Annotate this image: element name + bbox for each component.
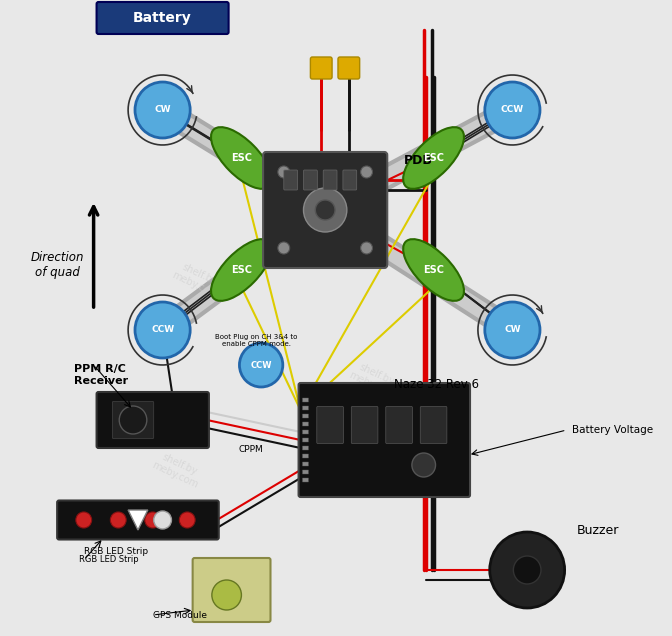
- FancyBboxPatch shape: [57, 501, 219, 539]
- Text: CPPM: CPPM: [239, 445, 263, 455]
- Circle shape: [315, 200, 335, 220]
- Text: RGB LED Strip: RGB LED Strip: [84, 548, 148, 556]
- FancyBboxPatch shape: [302, 438, 308, 442]
- Text: ESC: ESC: [423, 153, 444, 163]
- Circle shape: [304, 188, 347, 232]
- FancyBboxPatch shape: [112, 401, 154, 438]
- Circle shape: [179, 512, 195, 528]
- FancyBboxPatch shape: [302, 406, 308, 410]
- Ellipse shape: [403, 239, 464, 301]
- FancyBboxPatch shape: [302, 414, 308, 418]
- Text: RGB LED Strip: RGB LED Strip: [79, 555, 138, 565]
- FancyBboxPatch shape: [323, 170, 337, 190]
- Circle shape: [412, 453, 435, 477]
- Text: ESC: ESC: [423, 265, 444, 275]
- Text: shelf.by
meby.com: shelf.by meby.com: [170, 259, 224, 300]
- Text: Naze 32 Rev 6: Naze 32 Rev 6: [394, 378, 479, 392]
- FancyBboxPatch shape: [304, 170, 317, 190]
- Circle shape: [154, 511, 171, 529]
- Text: Boot Plug on CH 3&4 to
enable CPPM mode.: Boot Plug on CH 3&4 to enable CPPM mode.: [215, 333, 298, 347]
- Circle shape: [119, 406, 146, 434]
- Text: ESC: ESC: [231, 153, 252, 163]
- Text: shelf.by
meby.com: shelf.by meby.com: [151, 450, 204, 490]
- FancyBboxPatch shape: [193, 558, 271, 622]
- Ellipse shape: [211, 239, 272, 301]
- Polygon shape: [128, 510, 148, 530]
- FancyBboxPatch shape: [310, 57, 332, 79]
- Circle shape: [490, 532, 564, 608]
- Circle shape: [278, 242, 290, 254]
- Ellipse shape: [403, 127, 464, 189]
- Text: CW: CW: [504, 326, 521, 335]
- Circle shape: [278, 166, 290, 178]
- Circle shape: [212, 580, 241, 610]
- Ellipse shape: [211, 127, 272, 189]
- Text: ESC: ESC: [231, 265, 252, 275]
- Circle shape: [239, 343, 283, 387]
- FancyBboxPatch shape: [317, 406, 343, 443]
- Text: GPS Module: GPS Module: [153, 611, 207, 619]
- FancyBboxPatch shape: [298, 383, 470, 497]
- Text: Battery Voltage: Battery Voltage: [571, 425, 653, 435]
- Text: Buzzer: Buzzer: [577, 523, 619, 537]
- FancyBboxPatch shape: [302, 478, 308, 482]
- Text: CCW: CCW: [251, 361, 272, 370]
- Circle shape: [361, 166, 372, 178]
- Circle shape: [485, 302, 540, 358]
- Circle shape: [145, 512, 161, 528]
- Text: CCW: CCW: [151, 326, 174, 335]
- Text: shelf.by
meby.com: shelf.by meby.com: [347, 360, 402, 400]
- FancyBboxPatch shape: [284, 170, 298, 190]
- FancyBboxPatch shape: [97, 2, 228, 34]
- Text: Battery: Battery: [133, 11, 192, 25]
- Text: Direction
of quad: Direction of quad: [30, 251, 84, 279]
- Circle shape: [361, 242, 372, 254]
- Circle shape: [76, 512, 91, 528]
- FancyBboxPatch shape: [97, 392, 209, 448]
- FancyBboxPatch shape: [263, 152, 387, 268]
- FancyBboxPatch shape: [302, 446, 308, 450]
- Circle shape: [513, 556, 541, 584]
- Circle shape: [485, 82, 540, 138]
- FancyBboxPatch shape: [420, 406, 447, 443]
- FancyBboxPatch shape: [386, 406, 413, 443]
- Circle shape: [135, 82, 190, 138]
- Text: CW: CW: [155, 106, 171, 114]
- Text: PDB: PDB: [404, 153, 433, 167]
- FancyBboxPatch shape: [302, 430, 308, 434]
- FancyBboxPatch shape: [302, 454, 308, 458]
- FancyBboxPatch shape: [302, 422, 308, 426]
- FancyBboxPatch shape: [302, 462, 308, 466]
- Circle shape: [135, 302, 190, 358]
- FancyBboxPatch shape: [351, 406, 378, 443]
- Text: CCW: CCW: [501, 106, 524, 114]
- FancyBboxPatch shape: [302, 398, 308, 402]
- Circle shape: [110, 512, 126, 528]
- FancyBboxPatch shape: [343, 170, 357, 190]
- FancyBboxPatch shape: [338, 57, 360, 79]
- FancyBboxPatch shape: [302, 470, 308, 474]
- Text: PPM R/C
Receiver: PPM R/C Receiver: [74, 364, 128, 386]
